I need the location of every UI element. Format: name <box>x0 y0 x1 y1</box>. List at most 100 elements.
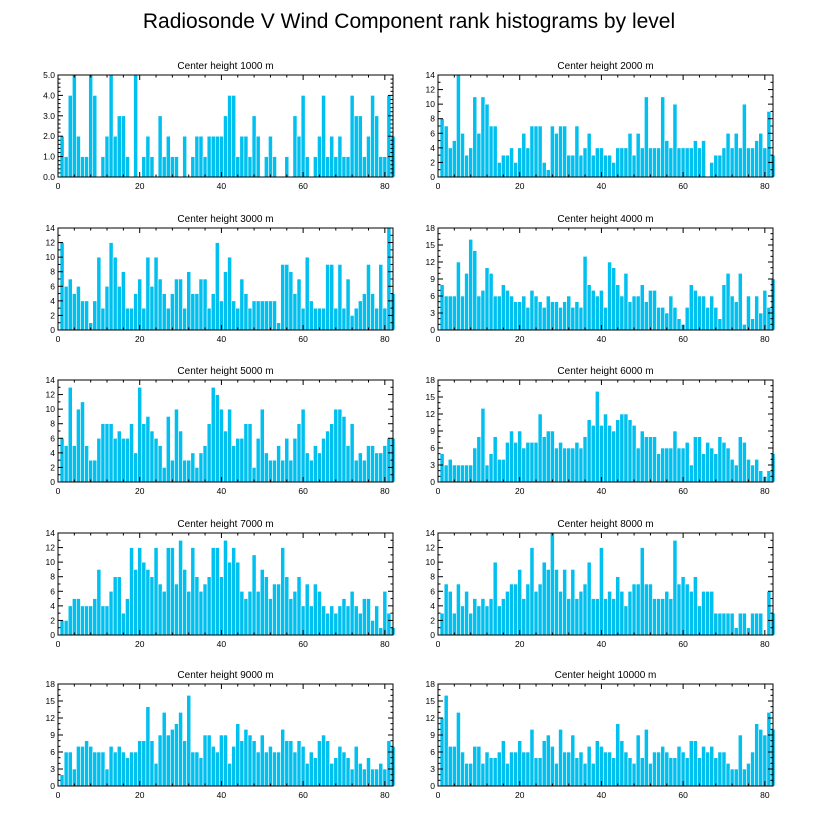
y-tick-label: 4 <box>50 601 55 611</box>
bar <box>603 307 608 331</box>
y-tick-label: 9 <box>430 274 435 284</box>
bar <box>378 627 384 636</box>
panel-title: Center height 5000 m <box>177 366 273 377</box>
bar <box>125 598 130 636</box>
bar <box>165 416 171 483</box>
bar <box>451 464 457 483</box>
bar <box>378 156 384 178</box>
bar <box>451 612 457 636</box>
bar <box>652 751 657 787</box>
bar <box>84 605 89 636</box>
x-tick-label: 40 <box>597 790 607 800</box>
bar <box>513 751 518 787</box>
panel-8: Center height 8000 m 0 20 40 60 80 0 2 4 6 8 10 12 14 <box>426 519 776 649</box>
bar <box>684 442 690 483</box>
bar <box>284 740 290 787</box>
bar <box>480 408 486 483</box>
bar <box>259 569 265 636</box>
bar <box>349 590 355 636</box>
bar <box>202 156 208 178</box>
bar <box>272 583 277 636</box>
bar <box>627 132 633 178</box>
bar <box>67 751 73 787</box>
bar <box>627 301 633 331</box>
y-tick-label: 18 <box>426 223 436 233</box>
bar <box>178 539 183 636</box>
bar <box>611 430 617 483</box>
bar <box>296 278 302 331</box>
bar <box>484 267 490 331</box>
panel-title: Center height 1000 m <box>177 61 273 72</box>
x-tick-label: 80 <box>380 181 390 191</box>
bar <box>533 442 539 483</box>
bar <box>672 103 678 178</box>
bar <box>619 413 625 483</box>
bar <box>525 307 531 331</box>
bar <box>697 757 702 787</box>
bar <box>272 751 277 787</box>
bar <box>284 437 290 483</box>
bar <box>578 590 584 636</box>
bar <box>505 154 510 178</box>
bar <box>758 312 764 331</box>
bar <box>521 751 527 787</box>
bar <box>157 278 163 331</box>
bar <box>590 763 596 787</box>
bar <box>766 307 772 331</box>
bar <box>92 459 98 483</box>
bar <box>537 413 543 483</box>
bar <box>713 612 719 636</box>
bar <box>67 386 73 483</box>
bar <box>762 290 768 331</box>
bar <box>137 386 143 483</box>
bar <box>742 612 747 636</box>
bar <box>174 723 179 787</box>
bar <box>762 734 768 787</box>
bar <box>639 757 645 787</box>
bar <box>586 419 592 483</box>
bar <box>137 740 143 787</box>
y-tick-label: 0 <box>430 477 435 487</box>
bar <box>362 293 367 331</box>
bar <box>545 569 551 636</box>
x-tick-label: 40 <box>217 486 227 496</box>
bar <box>684 757 690 787</box>
bar <box>313 156 318 178</box>
bar <box>313 583 318 636</box>
bar <box>145 706 151 787</box>
bar <box>76 598 81 636</box>
x-tick-label: 40 <box>217 181 227 191</box>
bar <box>313 757 318 787</box>
bar <box>210 547 216 636</box>
bar <box>161 712 167 787</box>
x-tick-label: 20 <box>135 486 145 496</box>
bar <box>566 154 572 178</box>
bar <box>599 425 604 483</box>
bar <box>742 768 747 787</box>
bar <box>656 751 661 787</box>
bar <box>644 96 649 178</box>
bar <box>582 763 588 787</box>
bar <box>251 740 257 787</box>
bar <box>141 740 147 787</box>
bar <box>758 612 764 636</box>
bar <box>582 256 588 331</box>
bar <box>165 547 171 636</box>
bar <box>648 436 653 483</box>
bar <box>447 590 453 636</box>
bar <box>329 135 335 178</box>
bar <box>206 734 212 787</box>
bar <box>460 751 465 787</box>
bar <box>464 154 469 178</box>
bar <box>766 470 772 483</box>
y-tick-label: 6 <box>50 281 55 291</box>
bar <box>153 256 159 331</box>
bar <box>121 751 126 787</box>
bar <box>550 532 555 636</box>
bar <box>635 583 641 636</box>
y-tick-label: 8 <box>430 572 435 582</box>
bar <box>227 256 232 331</box>
bar <box>223 271 228 331</box>
bar <box>468 612 474 636</box>
bar <box>219 576 224 636</box>
